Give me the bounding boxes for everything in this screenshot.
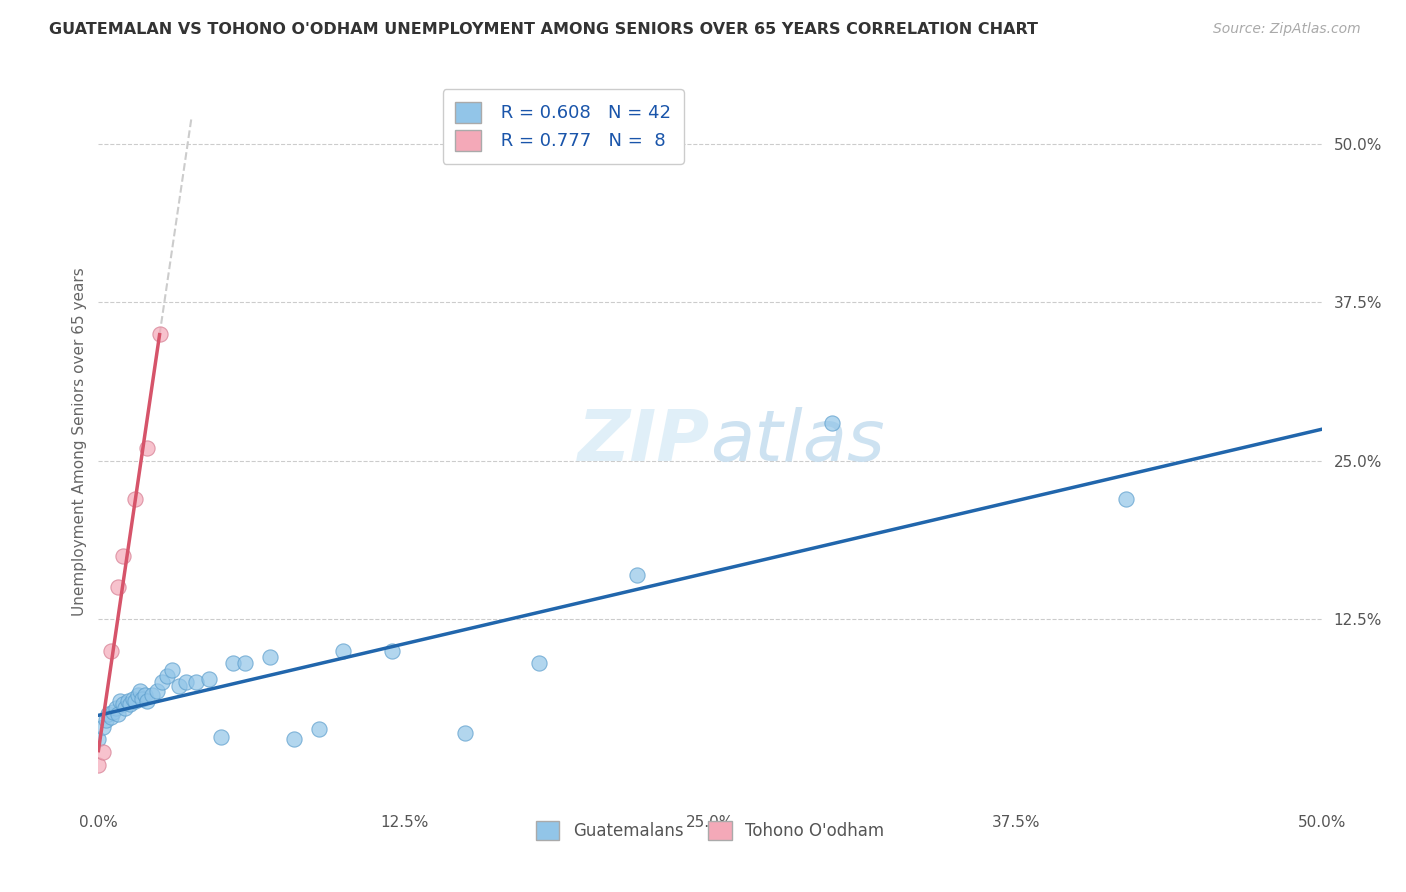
Point [156,669,179,683]
Point [454,726,477,740]
Point [150,675,173,690]
Point [91,745,114,759]
Point [129,684,152,698]
Point [160,663,183,677]
Point [101,705,124,719]
Point [100,643,122,657]
Point [222,657,245,671]
Point [124,491,146,506]
Point [121,691,143,706]
Point [527,657,550,671]
Y-axis label: Unemployment Among Seniors over 65 years: Unemployment Among Seniors over 65 years [72,268,87,615]
Point [127,688,149,702]
Point [233,657,256,671]
Point [167,679,190,693]
Point [1115,491,1137,506]
Point [87,732,110,747]
Point [91,720,114,734]
Point [97,707,120,722]
Point [107,580,129,594]
Text: Source: ZipAtlas.com: Source: ZipAtlas.com [1213,22,1361,37]
Point [110,694,132,708]
Legend: Guatemalans, Tohono O'odham: Guatemalans, Tohono O'odham [527,813,893,848]
Point [111,549,134,563]
Point [176,675,198,690]
Point [87,757,110,772]
Point [100,709,122,723]
Text: GUATEMALAN VS TOHONO O'ODHAM UNEMPLOYMENT AMONG SENIORS OVER 65 YEARS CORRELATIO: GUATEMALAN VS TOHONO O'ODHAM UNEMPLOYMEN… [49,22,1038,37]
Point [124,694,146,708]
Text: ZIP: ZIP [578,407,710,476]
Point [149,326,172,341]
Point [308,723,330,737]
Point [259,650,281,665]
Point [332,643,354,657]
Point [821,416,844,430]
Point [381,643,404,657]
Point [136,441,159,455]
Point [131,691,153,706]
Point [209,730,232,744]
Point [107,707,129,722]
Point [120,697,142,711]
Point [197,672,219,686]
Text: atlas: atlas [710,407,884,476]
Point [111,697,134,711]
Point [186,675,208,690]
Point [134,688,156,702]
Point [104,700,127,714]
Point [114,700,136,714]
Point [146,684,169,698]
Point [626,567,648,582]
Point [117,694,139,708]
Point [141,688,163,702]
Point [136,694,159,708]
Point [283,732,305,747]
Point [94,714,117,728]
